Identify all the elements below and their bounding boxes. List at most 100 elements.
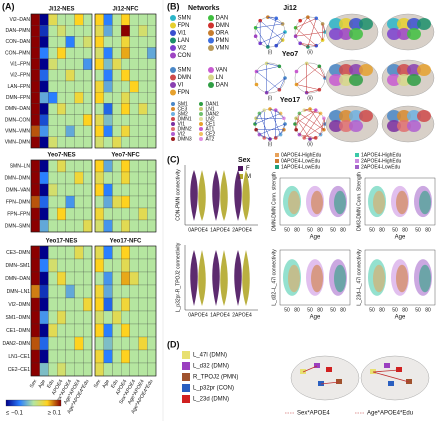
heatmap-cell <box>129 271 139 286</box>
heatmap-cell <box>121 125 130 137</box>
heatmap-cell <box>57 159 66 173</box>
network-swatch <box>170 89 176 96</box>
heatmap-cell <box>129 349 139 364</box>
heatmap-cell <box>39 171 49 185</box>
heatmap-cell <box>74 36 84 48</box>
column-label: Age <box>37 378 47 389</box>
edge <box>319 66 326 79</box>
heatmap-cell <box>121 297 130 312</box>
axis-title: L_d32–L_47l connectivity <box>271 249 277 306</box>
brain-parcel <box>387 18 401 30</box>
brain-parcel <box>397 110 411 122</box>
row-label: DMN–FPN <box>6 95 31 101</box>
network-name: VI2 <box>178 131 186 137</box>
row-label: DMN–SMN <box>5 223 31 229</box>
heatmap-cell <box>94 92 104 104</box>
network-swatch <box>170 37 176 44</box>
heatmap-cell <box>65 80 75 93</box>
heatmap-cell <box>39 219 49 233</box>
heatmap-cell <box>83 47 93 59</box>
x-tick-label: 50 <box>284 307 290 313</box>
heatmap-cell <box>74 245 84 260</box>
heatmap-cell <box>48 58 58 70</box>
brain-parcel <box>397 64 411 76</box>
heatmap-cell <box>48 103 58 115</box>
heatmap-cell <box>30 245 40 260</box>
brain-parcel <box>397 18 411 30</box>
network-swatch <box>170 15 176 21</box>
heatmap-cell <box>30 25 40 37</box>
heatmap-title: Yeo17-NES <box>46 239 78 245</box>
heatmap-cell <box>121 195 130 209</box>
heatmap-cell <box>112 58 122 70</box>
heatmap-cell <box>83 136 93 149</box>
heatmap-cell <box>30 92 40 104</box>
brain-parcel <box>359 18 373 30</box>
heatmap-cell <box>94 114 104 126</box>
brain-parcel <box>417 64 431 76</box>
legend-swatch <box>275 165 279 169</box>
heatmap-cell <box>103 58 113 70</box>
legend-swatch <box>275 153 279 157</box>
brain-parcel <box>339 110 353 122</box>
heatmap-cell <box>129 125 139 137</box>
heatmap-cell <box>39 136 49 149</box>
heatmap-cell <box>39 47 49 59</box>
heatmap-cell <box>138 69 148 82</box>
node <box>277 64 282 69</box>
heatmap-cell <box>103 297 113 312</box>
heatmap-cell <box>57 258 66 273</box>
x-tick-label: 2APOE4 <box>232 312 252 318</box>
heatmap-cell <box>94 36 104 48</box>
edge <box>260 31 286 44</box>
brain-parcel <box>329 74 343 86</box>
heatmap-cell <box>48 336 58 351</box>
network-swatch <box>170 45 176 51</box>
x-tick-label: 80 <box>294 227 300 233</box>
heatmap-cell <box>94 195 104 209</box>
region-label: L_p32pr (CON) <box>193 386 234 392</box>
heatmap-cell <box>121 114 130 126</box>
heatmap-cell <box>39 13 49 26</box>
point-cloud <box>373 264 385 293</box>
heatmap-cell <box>74 25 84 37</box>
heatmap-cell <box>30 310 40 325</box>
brain-parcel <box>407 64 421 76</box>
heatmap-cell <box>112 125 122 137</box>
violin <box>220 250 228 306</box>
heatmap-cell <box>74 258 84 273</box>
heatmap-cell <box>147 310 157 325</box>
heatmap-cell <box>65 195 75 209</box>
heatmap-cell <box>112 171 122 185</box>
legend-swatch <box>355 153 359 157</box>
heatmap-cell <box>65 323 75 338</box>
x-tick-label: 50 <box>330 307 336 313</box>
network-swatch <box>199 112 203 116</box>
heatmap-cell <box>83 159 93 173</box>
brain-parcel <box>407 28 421 40</box>
edge <box>276 31 286 46</box>
heatmap-cell <box>138 336 148 351</box>
row-label: CON–DAN <box>6 39 31 45</box>
heatmap-cell <box>103 195 113 209</box>
edge <box>320 118 325 135</box>
brain-parcel <box>349 18 363 30</box>
legend-label: 1APOE4-LowEdu <box>281 164 320 170</box>
heatmap-cell <box>39 284 49 299</box>
network-name: LAN <box>178 38 190 44</box>
heatmap-cell <box>121 171 130 185</box>
network-swatch <box>170 82 176 88</box>
heatmap-cell <box>57 195 66 209</box>
edge <box>255 23 283 29</box>
heatmap-cell <box>94 219 104 233</box>
column-label: Sex <box>93 378 103 389</box>
region-label: L_d32 (DMN) <box>193 364 229 370</box>
heatmap-cell <box>30 207 40 221</box>
heatmap-cell <box>57 336 66 351</box>
heatmap-cell <box>112 114 122 126</box>
heatmap-cell <box>121 69 130 82</box>
panel-label: (B) <box>167 1 180 11</box>
heatmap-cell <box>138 195 148 209</box>
heatmap-cell <box>138 114 148 126</box>
heatmap-cell <box>57 69 66 82</box>
